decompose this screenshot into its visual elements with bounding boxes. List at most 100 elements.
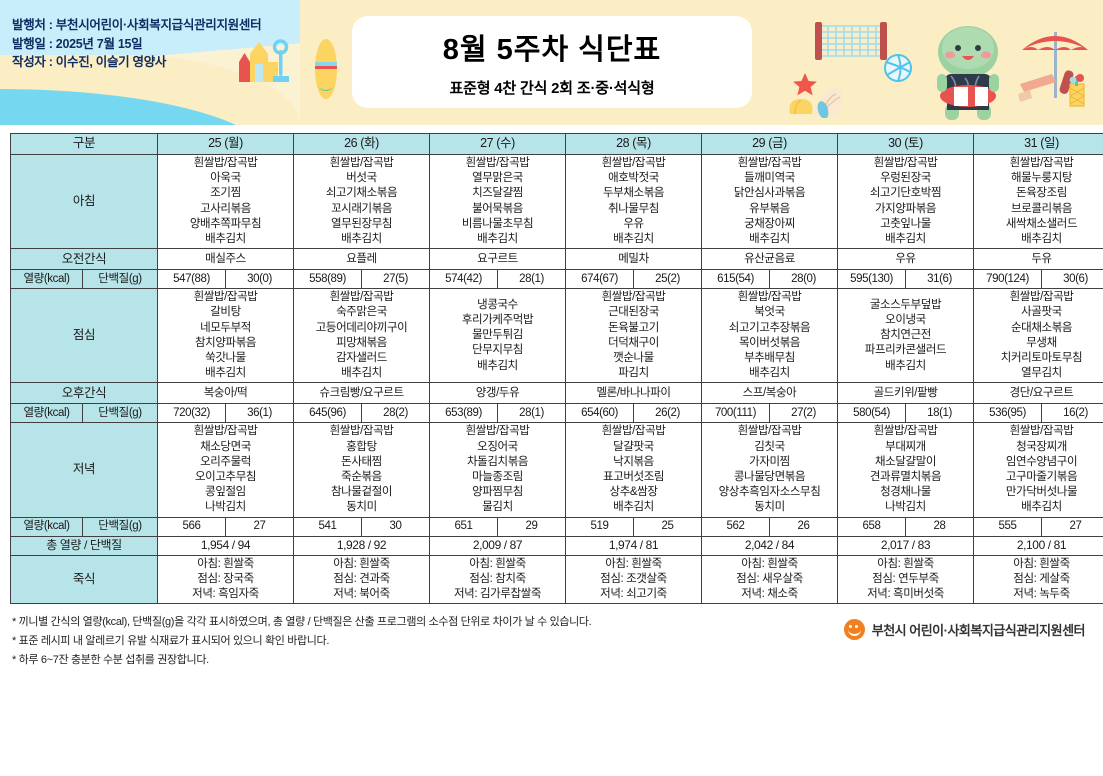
row-label-kcal-3: 열량(kcal) [10, 516, 83, 537]
conch-shell-icon [814, 87, 843, 118]
column-header-day-0: 25 (월) [157, 133, 295, 155]
total-row: 총 열량 / 단백질 1,954 / 94 1,928 / 92 2,009 /… [9, 535, 1103, 556]
dinner-protein-5: 28 [905, 516, 975, 537]
lunch-protein-4: 27(2) [769, 403, 839, 424]
row-label-lunch: 점심 [9, 288, 159, 384]
lunch-kcal-0: 720(32) [157, 403, 227, 424]
row-label-protein-1: 단백질(g) [81, 269, 159, 290]
dinner-protein-3: 25 [633, 516, 703, 537]
dinner-kcal-4: 562 [701, 516, 771, 537]
breakfast-protein-5: 31(6) [905, 269, 975, 290]
lunch-protein-6: 16(2) [1041, 403, 1103, 424]
total-6: 2,100 / 81 [973, 535, 1103, 556]
lunch-protein-1: 28(2) [361, 403, 431, 424]
column-header-day-6: 31 (일) [973, 133, 1103, 155]
afternoon-snack-6: 경단/요구르트 [973, 382, 1103, 405]
dinner-protein-2: 29 [497, 516, 567, 537]
column-header-day-3: 28 (목) [565, 133, 703, 155]
breakfast-menu-1: 흰쌀밥/잡곡밥 버섯국 쇠고기채소볶음 꼬시래기볶음 열무된장무침 배추김치 [293, 153, 431, 250]
morning-snack-2: 요구르트 [429, 248, 567, 271]
weekly-menu-table: 구분 25 (월) 26 (화) 27 (수) 28 (목) 29 (금) 30… [9, 133, 1103, 605]
lunch-menu-1: 흰쌀밥/잡곡밥 숙주맑은국 고등어데리야끼구이 피망채볶음 감자샐러드 배추김치 [293, 288, 431, 384]
lunch-protein-0: 36(1) [225, 403, 295, 424]
row-label-porridge: 죽식 [9, 554, 159, 605]
publisher-line: 발행처 : 부천시어린이·사회복지급식관리지원센터 [12, 18, 262, 32]
morning-snack-6: 두유 [973, 248, 1103, 271]
row-label-dinner: 저녁 [9, 422, 159, 518]
column-header-day-1: 26 (화) [293, 133, 431, 155]
lunch-kcal-1: 645(96) [293, 403, 363, 424]
dinner-menu-4: 흰쌀밥/잡곡밥 김칫국 가자미찜 콩나물당면볶음 양상추흑임자소스무침 동치미 [701, 422, 839, 518]
row-label-afternoon-snack: 오후간식 [9, 382, 159, 405]
volleyball-icon [884, 54, 912, 82]
breakfast-protein-4: 28(0) [769, 269, 839, 290]
row-label-total: 총 열량 / 단백질 [9, 535, 159, 556]
breakfast-protein-0: 30(0) [225, 269, 295, 290]
dinner-protein-1: 30 [361, 516, 431, 537]
dinner-kcal-1: 541 [293, 516, 363, 537]
breakfast-nutrition-row: 열량(kcal) 단백질(g) 547(88) 30(0) 558(89) 27… [10, 269, 1103, 290]
author-line: 작성자 : 이수진, 이슬기 영양사 [12, 55, 167, 69]
afternoon-snack-2: 양갱/두유 [429, 382, 567, 405]
footnote-2: * 하루 6~7잔 충분한 수분 섭취를 권장합니다. [12, 654, 209, 667]
dinner-menu-1: 흰쌀밥/잡곡밥 홍합탕 돈사태찜 죽순볶음 참나물겉절이 동치미 [293, 422, 431, 518]
breakfast-protein-2: 28(1) [497, 269, 567, 290]
breakfast-kcal-0: 547(88) [157, 269, 227, 290]
lunch-kcal-5: 580(54) [837, 403, 907, 424]
row-label-kcal-2: 열량(kcal) [10, 403, 83, 424]
row-label-protein-3: 단백질(g) [81, 516, 159, 537]
afternoon-snack-5: 골드키위/팥빵 [837, 382, 975, 405]
lunch-protein-3: 26(2) [633, 403, 703, 424]
dinner-nutrition-row: 열량(kcal) 단백질(g) 566 27 541 30 651 29 519… [10, 516, 1103, 537]
breakfast-menu-0: 흰쌀밥/잡곡밥 아욱국 조기찜 고사리볶음 양배추쪽파무침 배추김치 [157, 153, 295, 250]
dinner-menu-3: 흰쌀밥/잡곡밥 달걀팟국 낙지볶음 표고버섯조림 상추&쌈장 배추김치 [565, 422, 703, 518]
beach-umbrella-icon [1018, 32, 1088, 107]
sandcastle-icon [239, 39, 289, 82]
dinner-kcal-5: 658 [837, 516, 907, 537]
lunch-menu-5: 굴소스두부덮밥 오이냉국 참치연근전 파프리카콘샐러드 배추김치 [837, 288, 975, 384]
lunch-nutrition-row: 열량(kcal) 단백질(g) 720(32) 36(1) 645(96) 28… [10, 403, 1103, 424]
footnotes: * 끼니별 간식의 열량(kcal), 단백질(g)을 각각 표시하였으며, 총… [12, 613, 1091, 670]
breakfast-menu-3: 흰쌀밥/잡곡밥 애호박젓국 두부채소볶음 취나물무침 우유 배추김치 [565, 153, 703, 250]
total-4: 2,042 / 84 [701, 535, 839, 556]
lunch-protein-2: 28(1) [497, 403, 567, 424]
breakfast-protein-3: 25(2) [633, 269, 703, 290]
porridge-menu-5: 아침: 흰쌀죽 점심: 연두부죽 저녁: 흑미버섯죽 [837, 554, 975, 605]
breakfast-menu-2: 흰쌀밥/잡곡밥 열무맑은국 치즈달걀찜 불어묵볶음 비름나물초무침 배추김치 [429, 153, 567, 250]
dinner-kcal-3: 519 [565, 516, 635, 537]
logo-label: 부천시 어린이·사회복지급식관리지원센터 [871, 623, 1086, 639]
lunch-row: 점심 흰쌀밥/잡곡밥 갈비탕 네모두부적 참치양파볶음 쑥갓나물 배추김치 흰쌀밥/잡곡밥… [9, 288, 1103, 384]
breakfast-protein-6: 30(6) [1041, 269, 1103, 290]
lunch-kcal-4: 700(111) [701, 403, 771, 424]
dinner-protein-0: 27 [225, 516, 295, 537]
breakfast-kcal-2: 574(42) [429, 269, 499, 290]
porridge-menu-6: 아침: 흰쌀죽 점심: 게살죽 저녁: 녹두죽 [973, 554, 1103, 605]
smiley-face-icon [843, 619, 865, 641]
dinner-row: 저녁 흰쌀밥/잡곡밥 채소당면국 오리주물럭 오이고추무침 콩잎절임 나박김치 흰쌀밥/잡… [9, 422, 1103, 518]
breakfast-protein-1: 27(5) [361, 269, 431, 290]
dinner-kcal-0: 566 [157, 516, 227, 537]
breakfast-kcal-1: 558(89) [293, 269, 363, 290]
dinner-protein-4: 26 [769, 516, 839, 537]
center-logo: 부천시 어린이·사회복지급식관리지원센터 [843, 619, 1086, 641]
column-header-category: 구분 [9, 133, 159, 155]
breakfast-kcal-4: 615(54) [701, 269, 771, 290]
table-header-row: 구분 25 (월) 26 (화) 27 (수) 28 (목) 29 (금) 30… [9, 133, 1103, 155]
afternoon-snack-row: 오후간식 복숭아/떡 슈크림빵/요구르트 양갱/두유 멜론/바나나파이 스프/복… [9, 382, 1103, 405]
dinner-kcal-6: 555 [973, 516, 1043, 537]
lunch-menu-2: 냉콩국수 후리가케주먹밥 물만두튀김 단무지무침 배추김치 [429, 288, 567, 384]
total-0: 1,954 / 94 [157, 535, 295, 556]
porridge-menu-2: 아침: 흰쌀죽 점심: 참치죽 저녁: 김가루찹쌀죽 [429, 554, 567, 605]
lunch-menu-4: 흰쌀밥/잡곡밥 북엇국 쇠고기고추장볶음 목이버섯볶음 부추배무침 배추김치 [701, 288, 839, 384]
page-subtitle: 표준형 4찬 간식 2회 조·중·석식형 [449, 80, 655, 97]
surfboard-icon [315, 39, 337, 99]
afternoon-snack-3: 멜론/바나나파이 [565, 382, 703, 405]
dinner-menu-0: 흰쌀밥/잡곡밥 채소당면국 오리주물럭 오이고추무침 콩잎절임 나박김치 [157, 422, 295, 518]
title-card: 8월 5주차 식단표 표준형 4찬 간식 2회 조·중·석식형 [352, 16, 752, 108]
morning-snack-4: 유산균음료 [701, 248, 839, 271]
column-header-day-2: 27 (수) [429, 133, 567, 155]
morning-snack-3: 메밀차 [565, 248, 703, 271]
lunch-menu-3: 흰쌀밥/잡곡밥 근대된장국 돈육불고기 더덕채구이 깻순나물 파김치 [565, 288, 703, 384]
total-5: 2,017 / 83 [837, 535, 975, 556]
